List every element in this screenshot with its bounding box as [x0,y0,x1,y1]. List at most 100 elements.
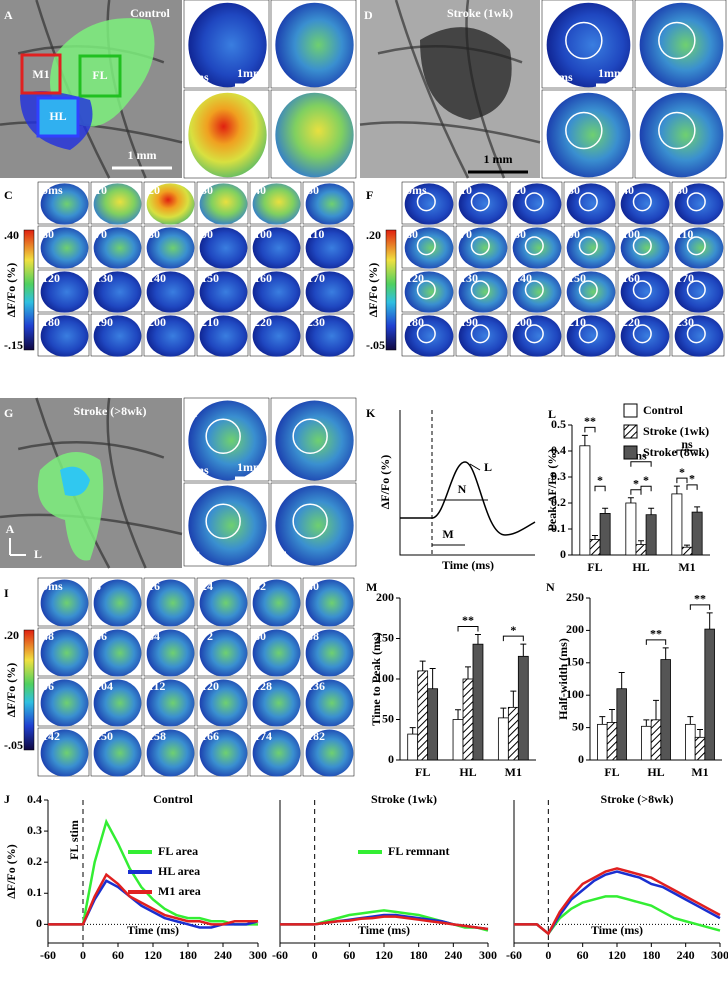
stim-label: FL stim [67,820,81,860]
y-tick-label: 250 [566,590,584,604]
roi-circle [632,280,652,300]
panel-letter: B [188,8,196,22]
heatmap [305,227,354,269]
panel-letter: N [546,580,555,594]
sig-label: * [689,472,695,486]
heatmap [305,271,354,313]
bar [645,514,657,556]
response-curve [400,461,536,536]
frame-label: 40 [307,579,319,593]
error-bar [520,643,527,657]
y-label: ΔF/Fo (%) [378,455,392,510]
colorbar-min: -.05 [366,338,385,352]
y-tick-label: 150 [376,630,394,644]
x-tick-label: -60 [272,948,288,962]
sig-label: ** [650,627,662,641]
x-tick-label: 120 [375,948,393,962]
heatmap [620,183,670,225]
error-bar [409,727,416,735]
roi-circle [205,503,241,539]
x-tick-label: 300 [479,948,497,962]
x-tick-label: 300 [249,948,267,962]
heatmap [188,2,267,88]
chart-title: Stroke (1wk) [371,792,437,806]
x-tick-label: FL [587,560,602,574]
frame-label: 80 [514,227,526,241]
roi-circle [658,111,696,150]
frame-label: 96 [42,679,54,693]
frame-label: 158 [148,729,166,743]
vessel [106,397,147,569]
heatmap [566,315,616,357]
roi-circle [470,236,490,256]
line [48,879,259,929]
heatmap [458,183,508,225]
frame-label: 20 [148,183,160,197]
frame-label: 0ms [188,70,209,84]
frame-label: 10 [95,183,107,197]
frame-label: 88 [307,629,319,643]
lesion [420,27,512,121]
heatmap [620,271,670,313]
panel-letter: M [366,580,377,594]
panel-letter: D [364,8,373,22]
bar [635,544,647,556]
panel-letter: F [366,188,373,202]
heatmap [40,271,89,313]
frame-label: 150 [95,729,113,743]
sig-label: * [597,473,603,487]
frame-label: 50 [307,183,319,197]
y-tick-label: 0.1 [27,885,42,899]
vessel [17,440,165,459]
x-label: Time (ms) [442,558,494,572]
panel-letter: A [4,8,13,22]
sig-label: ns [681,437,693,451]
heatmap [639,2,724,88]
frame-label: 40 [622,183,634,197]
x-tick-label: M1 [505,765,522,779]
roi-circle [292,418,328,454]
legend-label: Stroke (1wk) [643,424,709,438]
frame-label: 0ms [188,463,209,477]
x-tick-label: 180 [179,948,197,962]
bar [427,688,439,761]
heatmap [146,183,195,225]
frame-label: 0ms [42,579,63,593]
heatmap [305,679,354,727]
frame-label: 8 [95,579,101,593]
frame-label: 160 [622,271,640,285]
frame-label: 130 [460,271,478,285]
frame-label: 140 [148,271,166,285]
x-tick-label: 60 [112,948,124,962]
heatmap [620,227,670,269]
bar [704,628,715,761]
heatmap [275,2,354,88]
error-bar [684,544,690,548]
frame-label: 104 [95,679,113,693]
frame-label: 30 [568,183,580,197]
sig-bracket [645,639,667,645]
heatmap [252,579,301,627]
heatmap [146,271,195,313]
y-label: Peak ΔF/Fo (%) [545,449,559,532]
error-bar [673,485,680,494]
width-label: N [458,482,467,496]
heatmap [674,183,724,225]
heatmap [252,315,301,357]
frame-label: 150 [568,271,586,285]
panel-letter: J [4,792,10,806]
frame-label: 16 [148,579,160,593]
frame-label: 50ms [546,70,573,84]
legend-label: Stroke (8wk) [643,445,709,459]
heatmap [40,729,89,777]
heatmap [146,579,195,627]
frame-label: 32 [254,579,266,593]
x-tick-label: 180 [642,948,660,962]
y-tick-label: 0.3 [551,469,566,483]
heatmap [199,579,248,627]
colorbar-max: .20 [366,228,381,242]
panel-letter: I [4,586,9,600]
frame-label: 200 [514,315,532,329]
error-bar [609,708,615,723]
bar [517,655,529,761]
